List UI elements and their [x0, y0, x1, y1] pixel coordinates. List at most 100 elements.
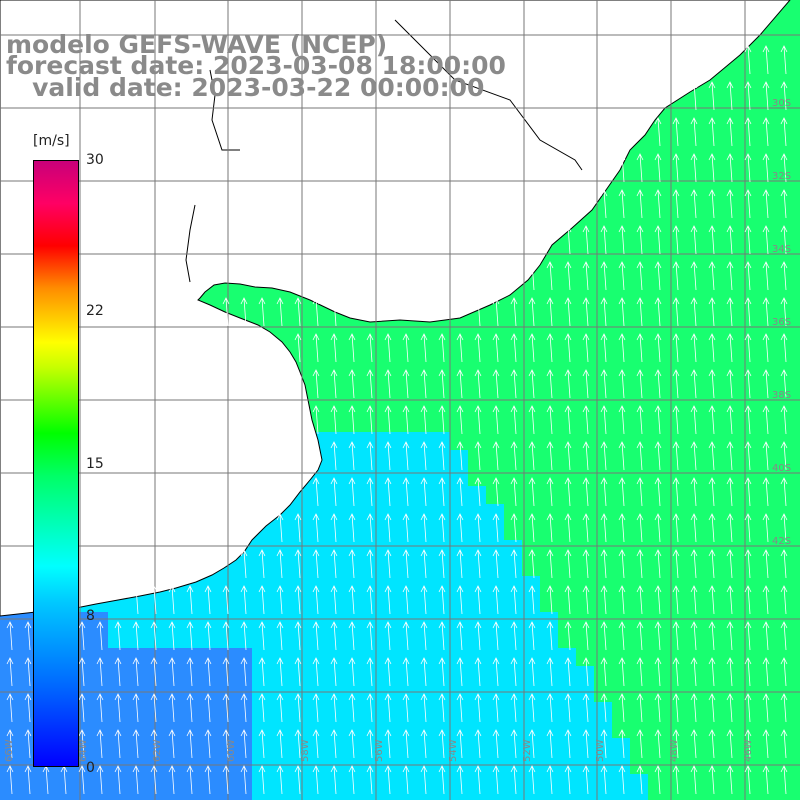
- wind-arrow: [780, 333, 788, 363]
- wind-cell: [468, 702, 487, 721]
- wind-cell: [594, 324, 613, 343]
- wind-cell: [432, 396, 451, 415]
- wind-cell: [648, 612, 667, 631]
- wind-cell: [792, 108, 800, 127]
- wind-cell: [612, 522, 631, 541]
- wind-cell: [252, 738, 271, 757]
- wind-arrow: [690, 549, 698, 579]
- wind-arrow: [384, 513, 392, 543]
- wind-arrow: [510, 585, 518, 615]
- wind-cell: [342, 504, 361, 523]
- wind-cell: [486, 450, 505, 469]
- wind-cell: [792, 36, 800, 55]
- wind-cell: [648, 144, 667, 163]
- wind-cell: [144, 684, 163, 703]
- wind-cell: [756, 774, 775, 793]
- wind-cell: [720, 702, 739, 721]
- wind-arrow: [186, 585, 194, 615]
- wind-cell: [558, 252, 577, 271]
- wind-cell: [612, 738, 631, 757]
- wind-cell: [234, 288, 253, 307]
- wind-cell: [234, 774, 253, 793]
- wind-arrow: [240, 585, 248, 615]
- wind-cell: [594, 234, 613, 253]
- wind-cell: [576, 306, 595, 325]
- wind-cell: [432, 630, 451, 649]
- wind-cell: [594, 720, 613, 739]
- wind-arrow: [600, 693, 608, 723]
- wind-cell: [738, 450, 757, 469]
- wind-cell: [702, 270, 721, 289]
- wind-arrow: [636, 369, 644, 399]
- wind-cell: [522, 486, 541, 505]
- wind-cell: [738, 108, 757, 127]
- wind-arrow: [294, 729, 302, 759]
- wind-arrow: [762, 477, 770, 507]
- wind-cell: [522, 414, 541, 433]
- wind-cell: [684, 612, 703, 631]
- wind-arrow: [366, 333, 374, 363]
- wind-arrow: [618, 333, 626, 363]
- wind-arrow: [744, 477, 752, 507]
- wind-cell: [774, 252, 793, 271]
- wind-cell: [558, 522, 577, 541]
- wind-cell: [90, 648, 109, 667]
- wind-cell: [144, 594, 163, 613]
- wind-cell: [504, 792, 523, 800]
- wind-cell: [504, 450, 523, 469]
- wind-arrow: [672, 153, 680, 183]
- south-america-land: [0, 0, 791, 617]
- wind-cell: [0, 702, 19, 721]
- wind-cell: [504, 558, 523, 577]
- wind-arrow: [24, 621, 32, 651]
- wind-arrow: [672, 729, 680, 759]
- wind-cell: [630, 684, 649, 703]
- wind-arrow: [690, 441, 698, 471]
- wind-arrow: [636, 549, 644, 579]
- wind-arrow: [276, 297, 284, 327]
- wind-cell: [90, 612, 109, 631]
- wind-cell: [216, 288, 235, 307]
- wind-arrow: [744, 765, 752, 795]
- wind-cell: [360, 342, 379, 361]
- wind-arrow: [240, 621, 248, 651]
- wind-cell: [396, 450, 415, 469]
- wind-cell: [198, 666, 217, 685]
- wind-cell: [108, 774, 127, 793]
- wind-arrow: [780, 153, 788, 183]
- wind-cell: [324, 594, 343, 613]
- wind-cell: [684, 450, 703, 469]
- wind-cell: [684, 792, 703, 800]
- wind-arrow: [186, 657, 194, 687]
- wind-cell: [180, 594, 199, 613]
- wind-arrow: [456, 369, 464, 399]
- wind-arrow: [600, 657, 608, 687]
- wind-arrow: [420, 549, 428, 579]
- wind-cell: [792, 594, 800, 613]
- wind-cell: [450, 486, 469, 505]
- wind-cell: [252, 306, 271, 325]
- wind-cell: [126, 702, 145, 721]
- wind-arrow: [546, 369, 554, 399]
- wind-cell: [612, 234, 631, 253]
- wind-cell: [162, 648, 181, 667]
- wind-arrow: [24, 657, 32, 687]
- wind-cell: [306, 342, 325, 361]
- wind-arrow: [294, 765, 302, 795]
- wind-arrow: [600, 261, 608, 291]
- wind-cell: [450, 630, 469, 649]
- wind-cell: [504, 576, 523, 595]
- wind-cell: [468, 378, 487, 397]
- wind-cell: [360, 792, 379, 800]
- wind-arrow: [24, 765, 32, 795]
- wind-cell: [738, 378, 757, 397]
- wind-cell: [666, 342, 685, 361]
- wind-cell: [162, 702, 181, 721]
- wind-cell: [702, 144, 721, 163]
- wind-arrow: [726, 261, 734, 291]
- wind-cell: [684, 666, 703, 685]
- wind-cell: [522, 396, 541, 415]
- wind-arrow: [690, 369, 698, 399]
- wind-cell: [630, 288, 649, 307]
- wind-cell: [720, 540, 739, 559]
